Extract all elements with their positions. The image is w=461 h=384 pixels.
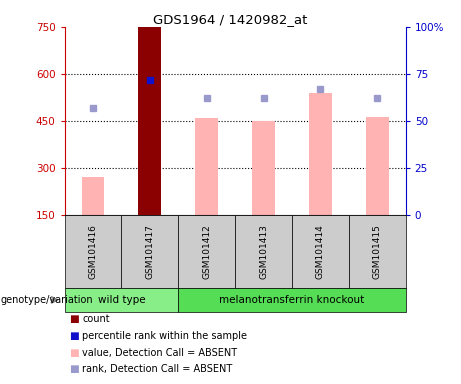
Bar bbox=[138, 27, 161, 215]
Text: ■: ■ bbox=[69, 348, 79, 358]
Text: percentile rank within the sample: percentile rank within the sample bbox=[82, 331, 247, 341]
Text: melanotransferrin knockout: melanotransferrin knockout bbox=[219, 295, 365, 305]
Bar bbox=[309, 93, 332, 215]
Bar bbox=[252, 121, 275, 215]
Text: GSM101414: GSM101414 bbox=[316, 224, 325, 279]
Text: rank, Detection Call = ABSENT: rank, Detection Call = ABSENT bbox=[82, 364, 232, 374]
Text: GSM101415: GSM101415 bbox=[373, 224, 382, 279]
Text: genotype/variation: genotype/variation bbox=[0, 295, 93, 305]
Text: wild type: wild type bbox=[98, 295, 145, 305]
Text: value, Detection Call = ABSENT: value, Detection Call = ABSENT bbox=[82, 348, 237, 358]
Text: GDS1964 / 1420982_at: GDS1964 / 1420982_at bbox=[154, 13, 307, 26]
Bar bbox=[82, 177, 104, 215]
Text: GSM101416: GSM101416 bbox=[89, 224, 97, 279]
Text: ■: ■ bbox=[69, 331, 79, 341]
Bar bbox=[195, 118, 218, 215]
Bar bbox=[366, 117, 389, 215]
Text: GSM101412: GSM101412 bbox=[202, 224, 211, 279]
Text: count: count bbox=[82, 314, 110, 324]
Text: ■: ■ bbox=[69, 364, 79, 374]
Text: GSM101417: GSM101417 bbox=[145, 224, 154, 279]
Text: ■: ■ bbox=[69, 314, 79, 324]
Text: GSM101413: GSM101413 bbox=[259, 224, 268, 279]
